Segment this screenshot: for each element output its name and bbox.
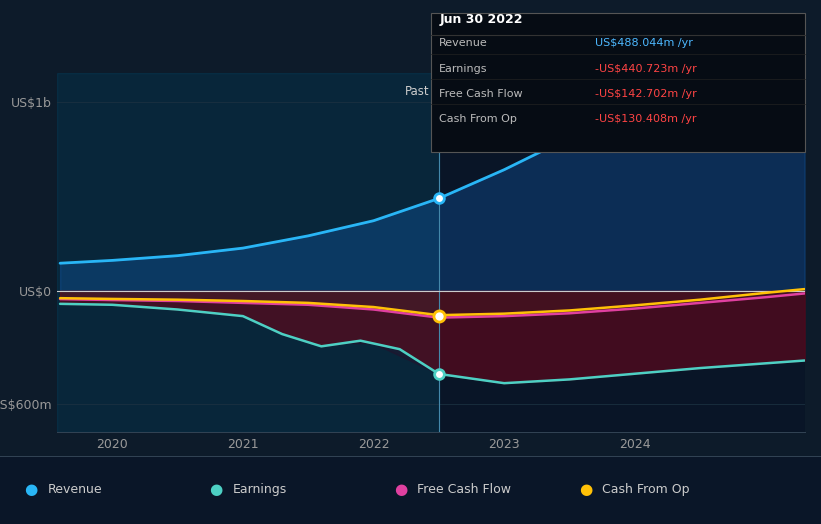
Text: Jun 30 2022: Jun 30 2022 [439, 13, 523, 26]
Text: Cash From Op: Cash From Op [439, 114, 517, 124]
Text: Revenue: Revenue [439, 38, 488, 49]
Text: Earnings: Earnings [439, 63, 488, 74]
Text: Past: Past [405, 85, 429, 97]
Text: US$488.044m /yr: US$488.044m /yr [595, 38, 693, 49]
Text: Free Cash Flow: Free Cash Flow [439, 89, 523, 99]
Text: -US$130.408m /yr: -US$130.408m /yr [595, 114, 697, 124]
Bar [439, 73, 805, 432]
Text: -US$440.723m /yr: -US$440.723m /yr [595, 63, 697, 74]
Bar [57, 73, 439, 432]
Text: -US$142.702m /yr: -US$142.702m /yr [595, 89, 697, 99]
Text: Analysts Forecasts: Analysts Forecasts [448, 85, 558, 97]
Text: ●: ● [579, 483, 592, 497]
Text: Free Cash Flow: Free Cash Flow [417, 484, 511, 496]
Text: ●: ● [394, 483, 407, 497]
Text: Cash From Op: Cash From Op [602, 484, 690, 496]
Text: Revenue: Revenue [48, 484, 103, 496]
Text: ●: ● [209, 483, 222, 497]
Text: Earnings: Earnings [232, 484, 287, 496]
Text: ●: ● [25, 483, 38, 497]
